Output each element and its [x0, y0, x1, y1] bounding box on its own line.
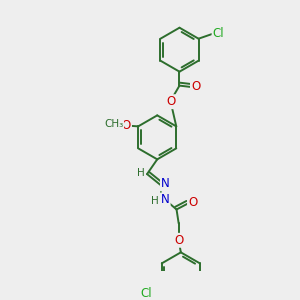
- Text: O: O: [188, 196, 197, 209]
- Text: O: O: [122, 119, 131, 132]
- Text: O: O: [166, 95, 175, 108]
- Text: N: N: [161, 193, 170, 206]
- Text: O: O: [191, 80, 200, 94]
- Text: H: H: [151, 196, 159, 206]
- Text: Cl: Cl: [140, 287, 152, 300]
- Text: O: O: [174, 234, 183, 247]
- Text: Cl: Cl: [213, 27, 224, 40]
- Text: N: N: [161, 178, 170, 190]
- Text: CH₃: CH₃: [104, 119, 123, 129]
- Text: H: H: [137, 168, 145, 178]
